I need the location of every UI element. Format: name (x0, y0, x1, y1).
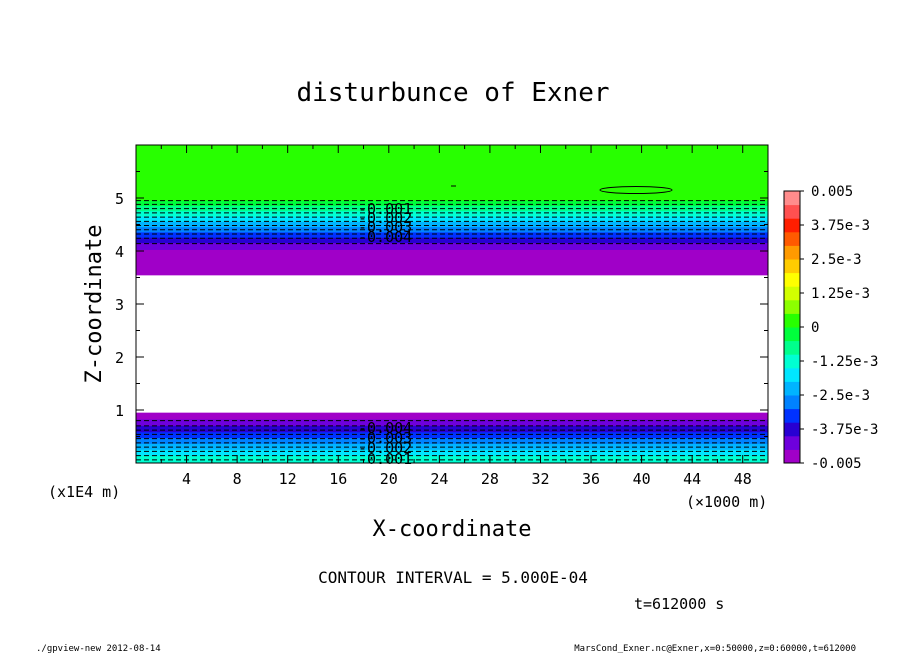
footer-right: MarsCond_Exner.nc@Exner,x=0:50000,z=0:60… (574, 644, 856, 654)
colorbar-swatch (784, 367, 800, 382)
colorbar-swatch (784, 381, 800, 396)
colorbar-swatch (784, 435, 800, 450)
time-text: t=612000 s (634, 595, 724, 613)
contour-band (136, 237, 768, 244)
contour-band (136, 221, 768, 228)
y-unit-label: (x1E4 m) (48, 483, 120, 501)
colorbar-swatch (784, 327, 800, 342)
y-tick-label: 3 (115, 296, 124, 314)
colorbar-swatch (784, 395, 800, 410)
y-tick-labels: 1 2 3 4 5 (115, 190, 124, 420)
colorbar-swatch (784, 286, 800, 301)
x-tick-label: 20 (380, 470, 398, 488)
colorbar-label: 1.25e-3 (811, 286, 870, 302)
contour-band (136, 425, 768, 433)
colorbar-label: -1.25e-3 (811, 354, 878, 370)
x-tick-label: 44 (683, 470, 701, 488)
axis-ticks (136, 145, 768, 463)
colorbar-label: -3.75e-3 (811, 422, 878, 438)
y-tick-label: 2 (115, 349, 124, 367)
contour-band (136, 243, 768, 251)
contour-band (136, 216, 768, 223)
contour-band (136, 200, 768, 207)
x-tick-label: 12 (279, 470, 297, 488)
x-tick-label: 40 (633, 470, 651, 488)
colorbar-swatch (784, 449, 800, 464)
contour-band (136, 211, 768, 218)
contour-label: -0.003 (358, 218, 412, 236)
colorbar-swatch (784, 259, 800, 274)
y-tick-label: 1 (115, 402, 124, 420)
colorbar-swatch (784, 313, 800, 328)
colorbar-swatch (784, 191, 800, 206)
contour-label: -0.002 (358, 209, 412, 227)
contour-label: -0.002 (358, 439, 412, 457)
colorbar-swatch (784, 354, 800, 369)
contour-lines (136, 200, 768, 461)
y-axis-label: Z-coordinate (82, 225, 107, 384)
colorbar-swatch (784, 245, 800, 260)
y-tick-label: 4 (115, 243, 124, 261)
x-tick-label: 28 (481, 470, 499, 488)
contour-band (136, 419, 768, 427)
x-unit-label: (×1000 m) (686, 493, 767, 511)
colorbar-swatch (784, 272, 800, 287)
colorbar-label: -2.5e-3 (811, 388, 870, 404)
y-tick-label: 5 (115, 190, 124, 208)
colorbar-label: 3.75e-3 (811, 218, 870, 234)
colorbar-label: -0.005 (811, 456, 862, 472)
x-tick-label: 24 (430, 470, 448, 488)
x-tick-label: 8 (233, 470, 242, 488)
contour-label: -0.001 (358, 450, 412, 468)
colorbar-swatch (784, 299, 800, 314)
contour-labels-lower: -0.004 -0.003 -0.002 -0.001 (358, 419, 412, 468)
x-axis-label: X-coordinate (373, 517, 532, 542)
contour-band (136, 249, 768, 276)
contour-band (136, 412, 768, 421)
colorbar-swatch (784, 204, 800, 219)
x-tick-label: 16 (329, 470, 347, 488)
contour-interval-text: CONTOUR INTERVAL = 5.000E-04 (318, 568, 588, 587)
x-tick-label: 32 (531, 470, 549, 488)
x-tick-labels: 4 8 12 16 20 24 28 32 36 40 44 48 (182, 470, 752, 488)
contour-band (136, 449, 768, 457)
contour-band (136, 145, 768, 202)
contour-label: -0.001 (358, 200, 412, 218)
x-tick-label: 4 (182, 470, 191, 488)
colorbar-label: 0 (811, 320, 819, 336)
chart-title: disturbunce of Exner (296, 78, 609, 108)
contour-band (136, 232, 768, 239)
contour-band (136, 438, 768, 445)
plot-area: -0.001 -0.002 -0.003 -0.004 -0.004 -0.00… (135, 144, 769, 468)
contour-labels-upper: -0.001 -0.002 -0.003 -0.004 (358, 200, 412, 246)
colorbar-labels: 0.005 3.75e-3 2.5e-3 1.25e-3 0 -1.25e-3 -2.5e-… (811, 184, 878, 472)
colorbar (783, 190, 804, 464)
colorbar-swatch (784, 231, 800, 246)
colorbar-swatch (784, 422, 800, 437)
x-tick-label: 48 (734, 470, 752, 488)
footer-left: ./gpview-new 2012-08-14 (36, 644, 161, 654)
x-tick-label: 36 (582, 470, 600, 488)
contour-label: -0.004 (358, 419, 412, 437)
colorbar-swatch (784, 218, 800, 233)
colorbar-label: 2.5e-3 (811, 252, 862, 268)
contour-band (136, 432, 768, 439)
colorbar-swatch (784, 408, 800, 423)
positive-contour-blob (599, 186, 673, 194)
contour-label: -0.004 (358, 228, 412, 246)
contour-label: -0.003 (358, 429, 412, 447)
colorbar-swatch (784, 340, 800, 355)
colorbar-label: 0.005 (811, 184, 853, 200)
